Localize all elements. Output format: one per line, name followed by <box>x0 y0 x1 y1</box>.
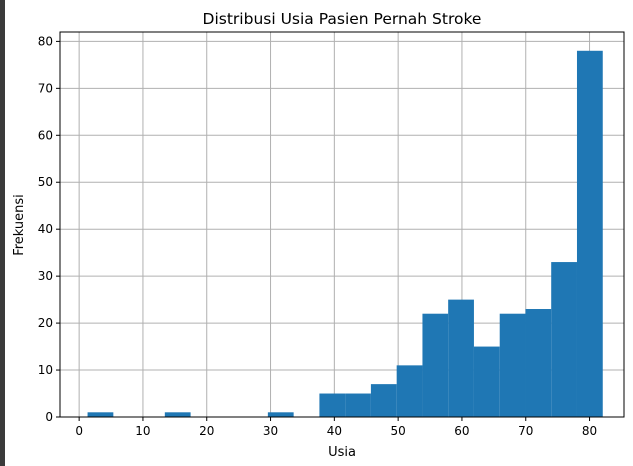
x-tick-label: 60 <box>454 424 469 438</box>
plot-frame <box>59 31 625 418</box>
histogram-bar <box>499 313 526 417</box>
histogram-bar <box>319 393 346 417</box>
y-tick-label: 10 <box>38 363 53 377</box>
y-tick-label: 70 <box>38 81 53 95</box>
x-tick-label: 70 <box>518 424 533 438</box>
histogram-bar <box>448 299 474 417</box>
y-tick-label: 40 <box>38 222 53 236</box>
histogram-bar <box>87 412 114 417</box>
histogram-bar <box>267 412 294 417</box>
x-tick-label: 80 <box>582 424 597 438</box>
histogram-bar <box>576 50 603 417</box>
y-tick-label: 50 <box>38 175 53 189</box>
x-tick-label: 10 <box>135 424 150 438</box>
window-edge <box>0 0 5 466</box>
histogram-bar <box>551 262 577 417</box>
histogram-bar <box>396 365 423 417</box>
x-tick-label: 50 <box>391 424 406 438</box>
x-tick-label: 40 <box>327 424 342 438</box>
y-tick-label: 20 <box>38 316 53 330</box>
chart-title: Distribusi Usia Pasien Pernah Stroke <box>203 10 482 28</box>
histogram-bar <box>370 384 397 417</box>
bars <box>87 50 603 417</box>
histogram-bar <box>345 393 371 417</box>
y-tick-label: 0 <box>45 410 53 424</box>
y-axis-label: Frekuensi <box>12 194 27 256</box>
y-tick-label: 80 <box>38 34 53 48</box>
y-tick-label: 30 <box>38 269 53 283</box>
histogram-bar <box>164 412 191 417</box>
x-axis-label: Usia <box>328 445 356 460</box>
histogram-bar <box>422 313 449 417</box>
y-axis-ticks: 0 10 20 30 40 50 60 70 80 <box>38 34 60 424</box>
y-tick-label: 60 <box>38 128 53 142</box>
histogram-bar <box>473 346 500 417</box>
x-tick-label: 0 <box>75 424 83 438</box>
histogram-bar <box>525 309 552 417</box>
x-axis-ticks: 0 10 20 30 40 50 60 70 80 <box>75 417 597 438</box>
x-tick-label: 20 <box>199 424 214 438</box>
x-tick-label: 30 <box>263 424 278 438</box>
